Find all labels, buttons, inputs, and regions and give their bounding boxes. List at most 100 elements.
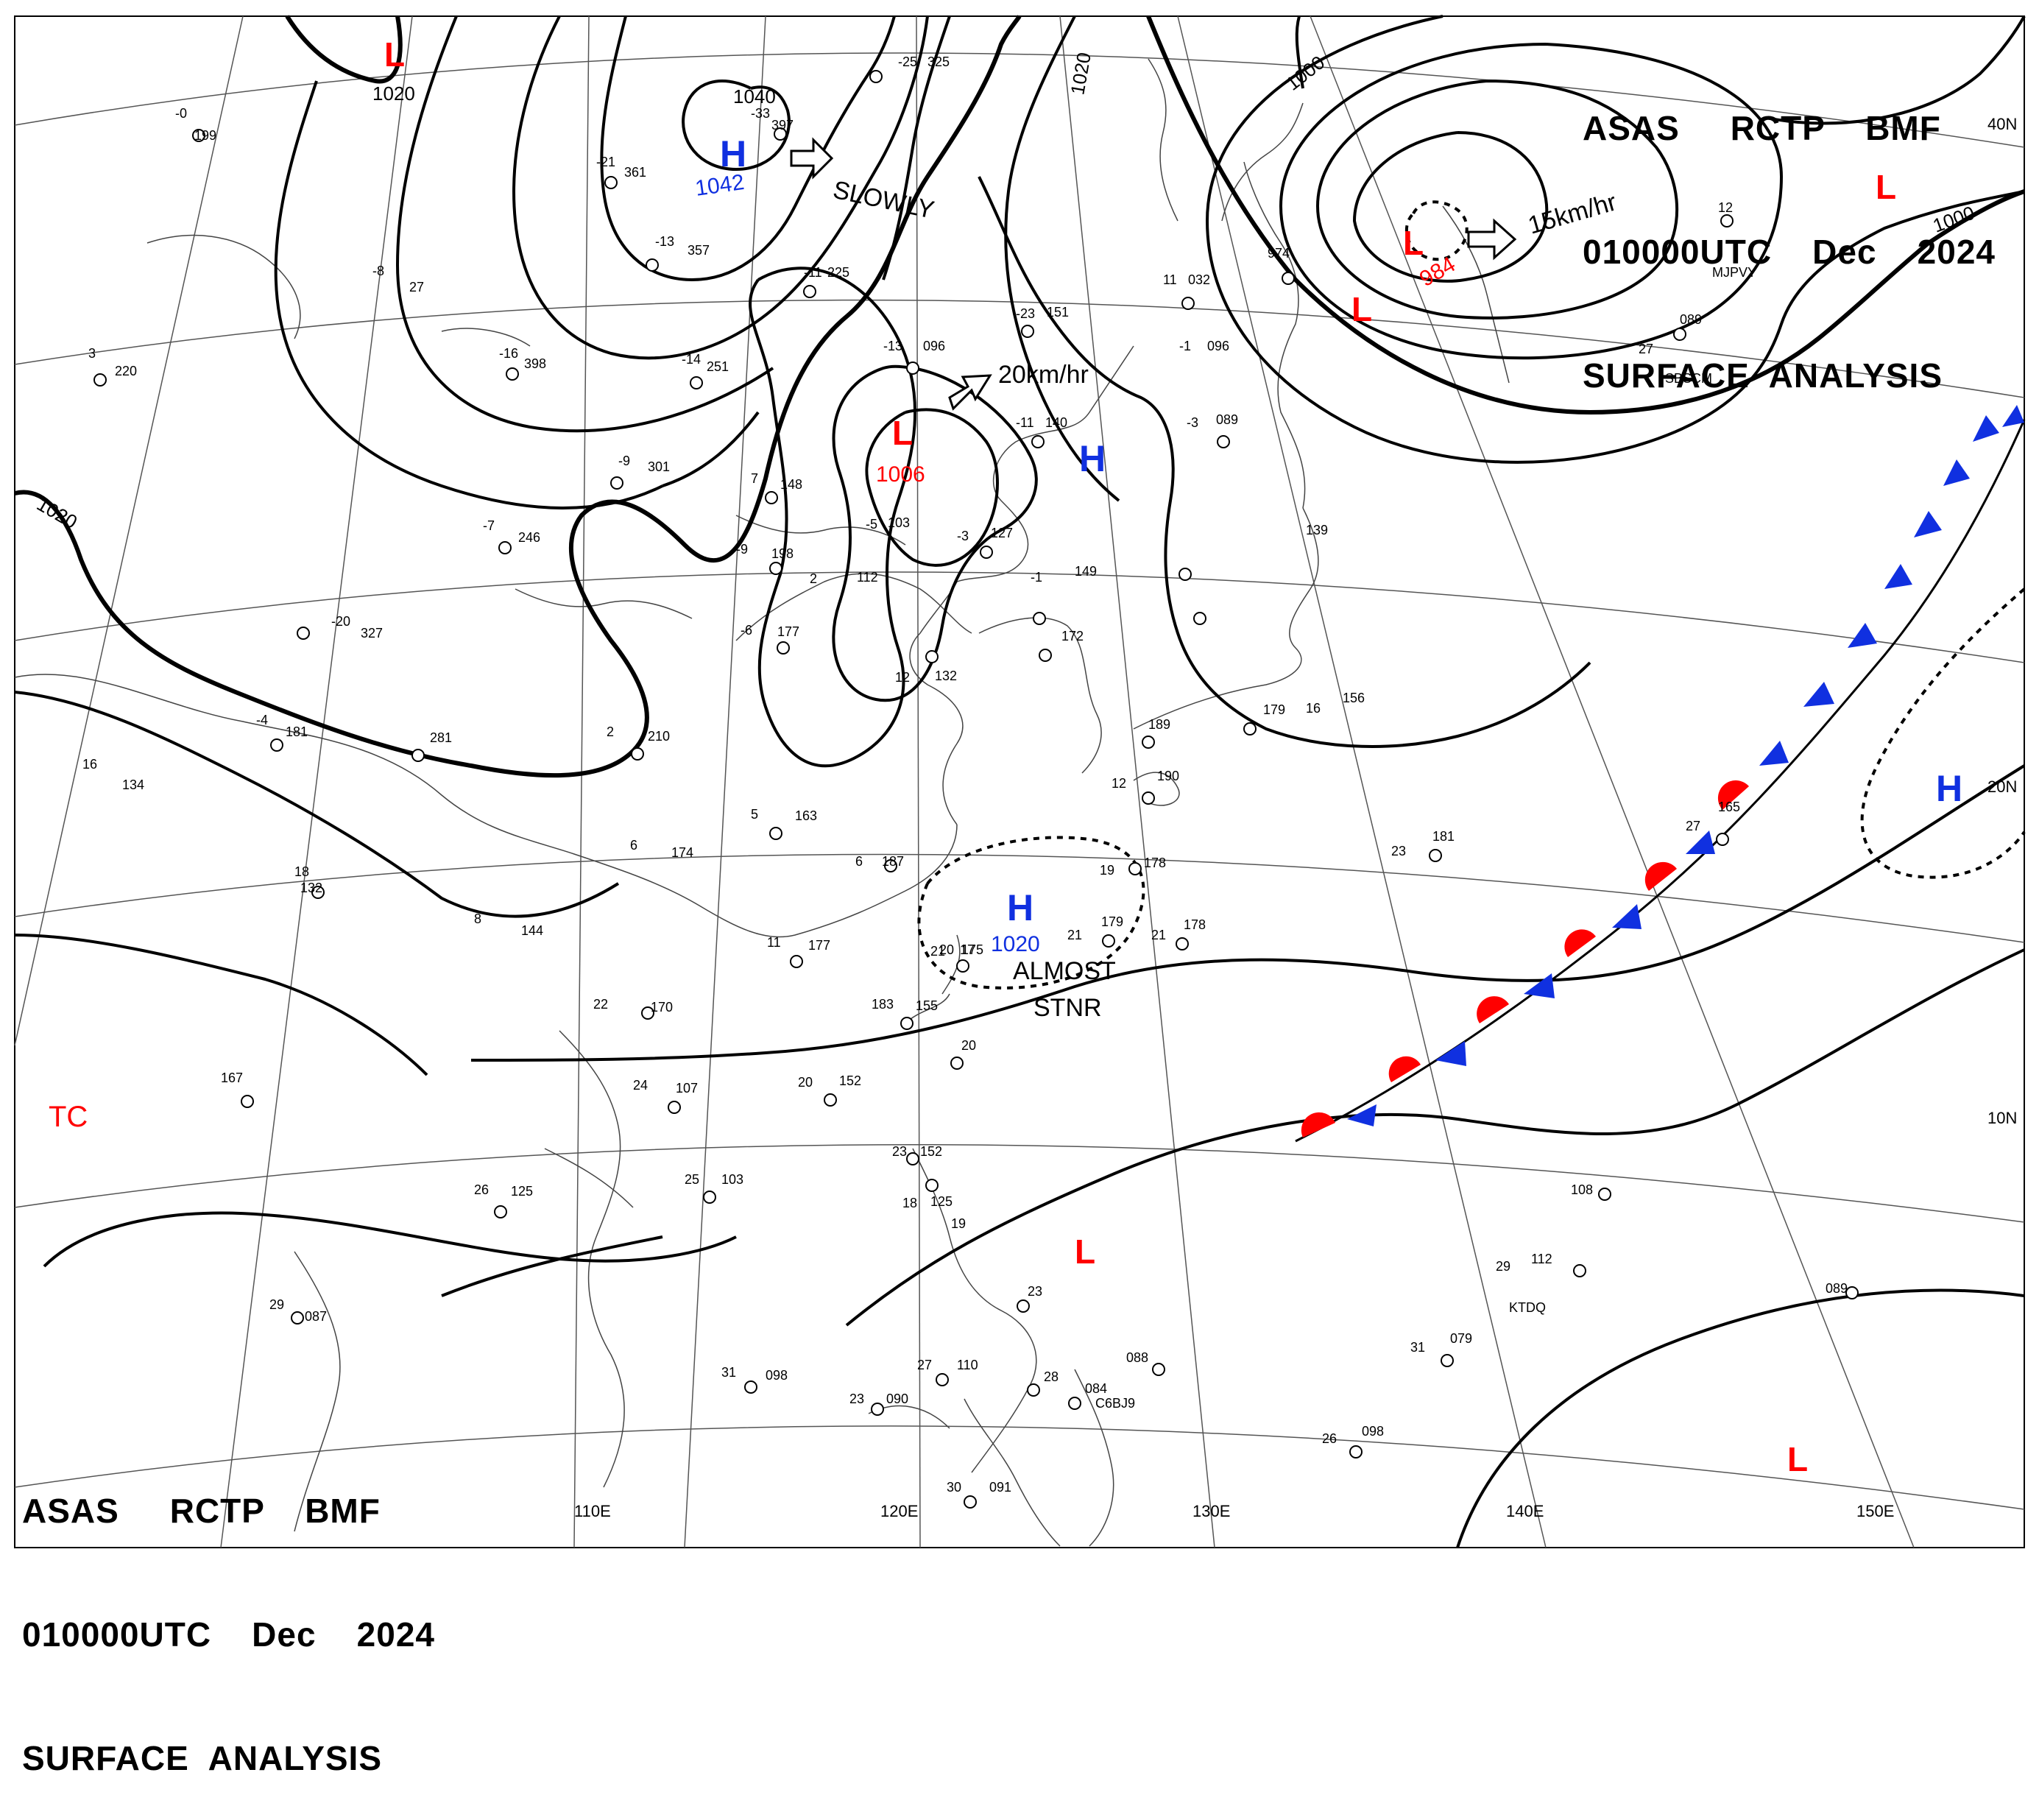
station-text: 27 bbox=[917, 1358, 932, 1372]
arrow-low-kamchatka bbox=[1467, 218, 1517, 261]
high-center-scs: H bbox=[1007, 887, 1033, 928]
isobar-1020-main bbox=[14, 15, 1022, 778]
arrow-low-north bbox=[948, 374, 992, 411]
station-text: 23 bbox=[1028, 1284, 1042, 1299]
station-text: 19 bbox=[1100, 863, 1114, 878]
station-text: 6 bbox=[630, 838, 637, 853]
station-text: 163 bbox=[795, 808, 817, 823]
lon-label: 140E bbox=[1506, 1502, 1544, 1520]
station-text: 5 bbox=[751, 807, 758, 822]
station-text: 246 bbox=[518, 530, 540, 545]
dashed-high-pacific bbox=[1860, 588, 2026, 879]
low-center-ne: L bbox=[1876, 168, 1896, 206]
station-text: 31 bbox=[1410, 1340, 1425, 1355]
station-text: 178 bbox=[1184, 917, 1206, 932]
station-text: -21 bbox=[596, 155, 615, 169]
station-text: 089 bbox=[1680, 312, 1702, 327]
station-text: 26 bbox=[474, 1182, 489, 1197]
station-text: 12 bbox=[1112, 776, 1126, 791]
station-text: 19 bbox=[951, 1216, 966, 1231]
isobar-label: 1020 bbox=[372, 82, 415, 105]
weather-map: -0 199 -21 361 -25 325 -33 397 -8 27 -13… bbox=[14, 15, 2026, 1548]
movement-arrows bbox=[790, 137, 1517, 411]
station-text: 16 bbox=[1306, 701, 1321, 716]
station-text: 357 bbox=[688, 243, 710, 258]
station-text: 17 bbox=[960, 942, 975, 957]
front-cold-marks bbox=[1347, 405, 2024, 1126]
lat-label: 40N bbox=[1987, 115, 2017, 133]
header-line: SURFACE ANALYSIS bbox=[22, 1739, 383, 1777]
station-text: 175 bbox=[961, 942, 983, 957]
station-text: 11 bbox=[1163, 272, 1177, 287]
station-text: 170 bbox=[651, 1000, 673, 1015]
station-text: 974 bbox=[1268, 246, 1290, 261]
station-text: 156 bbox=[1343, 691, 1365, 705]
graticule-labels: 110E 120E 130E 140E 150E 40N 20N 10N bbox=[574, 115, 2017, 1520]
station-text: 21 bbox=[1067, 928, 1082, 942]
station-text: 398 bbox=[524, 356, 546, 371]
arrow-high-north bbox=[790, 137, 834, 180]
station-text: 110 bbox=[957, 1358, 978, 1372]
station-text: 199 bbox=[194, 128, 216, 143]
station-text: 112 bbox=[1531, 1252, 1552, 1266]
station-text: 152 bbox=[839, 1073, 861, 1088]
front-line bbox=[1295, 419, 2026, 1143]
movement-text: ALMOST bbox=[1013, 957, 1116, 985]
isobar-label: 1040 bbox=[733, 85, 776, 107]
station-text: 21 bbox=[930, 944, 945, 959]
station-text: 132 bbox=[935, 669, 957, 683]
station-text: 18 bbox=[902, 1196, 917, 1210]
station-text: -1 bbox=[1031, 570, 1042, 585]
header-line: 010000UTC Dec 2024 bbox=[1583, 233, 1996, 271]
header-line: ASAS RCTP BMF bbox=[22, 1492, 381, 1530]
station-text: 325 bbox=[927, 54, 950, 69]
station-text: 327 bbox=[361, 626, 383, 641]
high-value-scs: 1020 bbox=[991, 932, 1040, 956]
station-text: 167 bbox=[221, 1071, 243, 1085]
station-text: 152 bbox=[920, 1144, 942, 1159]
low-center-kamchatka-2: L bbox=[1351, 290, 1372, 328]
station-text: 27 bbox=[1639, 342, 1653, 356]
station-text: 149 bbox=[1075, 564, 1097, 579]
station-text: 181 bbox=[286, 724, 308, 739]
high-center-korea: H bbox=[1079, 438, 1106, 479]
station-text: 096 bbox=[923, 339, 945, 353]
station-text: 190 bbox=[1157, 769, 1179, 783]
low-value-north: 1006 bbox=[876, 462, 925, 487]
station-text: -16 bbox=[499, 346, 518, 361]
station-text: -25 bbox=[898, 54, 917, 69]
station-text: 139 bbox=[1306, 523, 1328, 537]
station-text: 281 bbox=[430, 730, 452, 745]
station-text: 125 bbox=[511, 1184, 533, 1199]
station-text: 18 bbox=[294, 864, 309, 879]
station-text: 225 bbox=[827, 265, 849, 280]
header-line: 010000UTC Dec 2024 bbox=[22, 1615, 435, 1654]
station-text: 127 bbox=[991, 526, 1013, 540]
isobar-label: 1020 bbox=[1066, 51, 1095, 96]
station-text: -6 bbox=[741, 623, 752, 638]
dashed-high-scs bbox=[917, 836, 1145, 990]
lon-label: 150E bbox=[1856, 1502, 1894, 1520]
ship-id: SBSCM bbox=[1665, 371, 1712, 386]
station-text: 174 bbox=[671, 845, 693, 860]
station-text: 2 bbox=[607, 724, 614, 739]
ship-id: MJPVY bbox=[1712, 265, 1756, 280]
isobar-1020-nw bbox=[285, 15, 403, 84]
station-text: 25 bbox=[685, 1172, 699, 1187]
station-text: 032 bbox=[1188, 272, 1210, 287]
weather-front bbox=[1295, 405, 2026, 1143]
station-text: 096 bbox=[1207, 339, 1229, 353]
isobar-label: 1020 bbox=[33, 493, 81, 533]
station-text: 179 bbox=[1263, 702, 1285, 717]
station-text: 177 bbox=[777, 624, 799, 639]
station-text: 189 bbox=[1148, 717, 1170, 732]
station-text: 23 bbox=[849, 1392, 864, 1406]
station-text: -1 bbox=[1179, 339, 1191, 353]
station-text: 079 bbox=[1450, 1331, 1472, 1346]
station-text: 103 bbox=[721, 1172, 743, 1187]
station-markers bbox=[93, 70, 1859, 1509]
ship-id: C6BJ9 bbox=[1095, 1396, 1135, 1411]
station-text: 29 bbox=[269, 1297, 284, 1312]
isobar-1000 bbox=[1146, 15, 2025, 415]
station-text: -14 bbox=[682, 352, 701, 367]
